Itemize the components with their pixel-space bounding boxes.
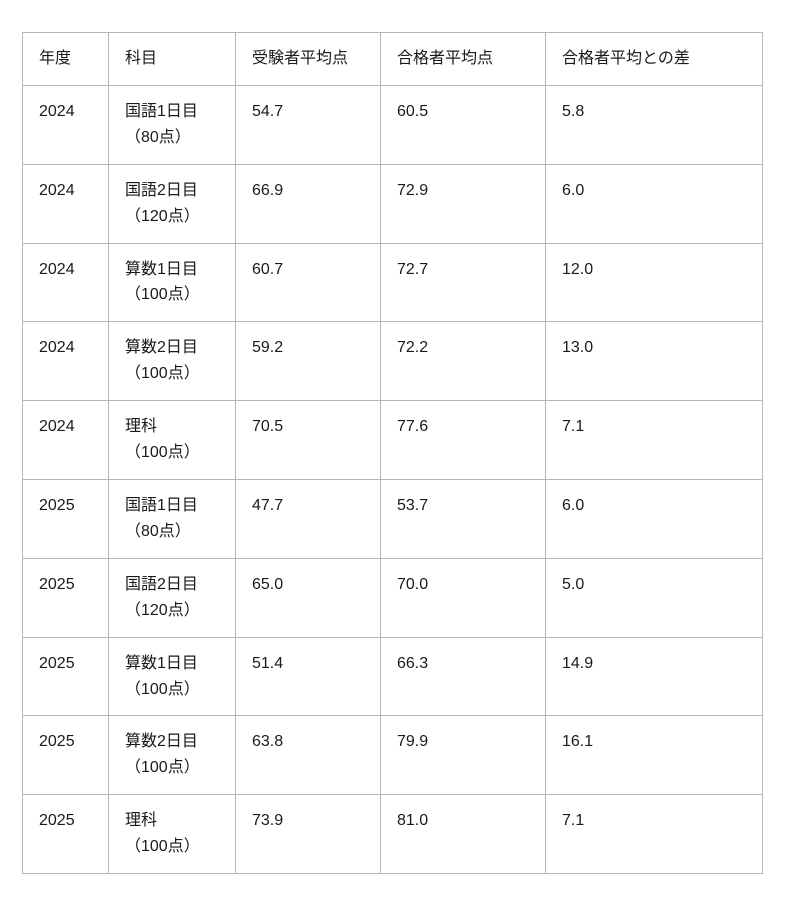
col-header-subject: 科目	[108, 32, 236, 86]
year-cell: 2024	[22, 242, 109, 323]
table-row: 2024 算数1日目 （100点） 60.7 72.7 12.0	[22, 242, 763, 323]
subject-cell: 国語1日目 （80点）	[108, 478, 236, 559]
subject-name: 国語1日目	[125, 102, 198, 120]
subject-name: 算数1日目	[125, 260, 198, 278]
diff-cell: 6.0	[545, 163, 763, 244]
subject-cell: 国語1日目 （80点）	[108, 84, 236, 165]
subject-cell: 理科 （100点）	[108, 794, 236, 875]
table-row: 2025 算数2日目 （100点） 63.8 79.9 16.1	[22, 715, 763, 796]
subject-max-score: （100点）	[125, 680, 200, 698]
subject-max-score: （80点）	[125, 128, 191, 146]
subject-cell: 国語2日目 （120点）	[108, 557, 236, 638]
diff-cell: 5.8	[545, 84, 763, 165]
subject-name: 算数2日目	[125, 339, 198, 357]
diff-cell: 6.0	[545, 478, 763, 559]
year-cell: 2025	[22, 636, 109, 717]
subject-cell: 理科 （100点）	[108, 400, 236, 480]
subject-cell: 算数1日目 （100点）	[108, 242, 236, 323]
examinee-avg-cell: 65.0	[235, 557, 381, 638]
header-row: 年度 科目 受験者平均点 合格者平均点 合格者平均との差	[22, 32, 763, 86]
table-row: 2024 国語1日目 （80点） 54.7 60.5 5.8	[22, 84, 763, 165]
year-cell: 2025	[22, 478, 109, 559]
subject-name: 理科	[125, 418, 158, 436]
subject-max-score: （80点）	[125, 522, 191, 540]
examinee-avg-cell: 63.8	[235, 715, 381, 796]
subject-max-score: （100点）	[125, 759, 200, 777]
examinee-avg-cell: 60.7	[235, 242, 381, 323]
passer-avg-cell: 60.5	[380, 84, 546, 165]
subject-cell: 国語2日目 （120点）	[108, 163, 236, 244]
table-row: 2025 理科 （100点） 73.9 81.0 7.1	[22, 794, 763, 875]
table-row: 2025 国語1日目 （80点） 47.7 53.7 6.0	[22, 478, 763, 559]
col-header-passer-avg: 合格者平均点	[380, 32, 546, 86]
subject-max-score: （100点）	[125, 286, 200, 304]
passer-avg-cell: 72.7	[380, 242, 546, 323]
examinee-avg-cell: 73.9	[235, 794, 381, 875]
examinee-avg-cell: 70.5	[235, 400, 381, 480]
subject-cell: 算数2日目 （100点）	[108, 321, 236, 402]
subject-name: 理科	[125, 812, 158, 830]
year-cell: 2024	[22, 400, 109, 480]
table-row: 2024 理科 （100点） 70.5 77.6 7.1	[22, 400, 763, 480]
diff-cell: 16.1	[545, 715, 763, 796]
col-header-diff: 合格者平均との差	[545, 32, 763, 86]
table-row: 2025 算数1日目 （100点） 51.4 66.3 14.9	[22, 636, 763, 717]
table-row: 2024 国語2日目 （120点） 66.9 72.9 6.0	[22, 163, 763, 244]
year-cell: 2025	[22, 557, 109, 638]
examinee-avg-cell: 66.9	[235, 163, 381, 244]
subject-cell: 算数1日目 （100点）	[108, 636, 236, 717]
col-header-examinee-avg: 受験者平均点	[235, 32, 381, 86]
diff-cell: 7.1	[545, 794, 763, 875]
table-row: 2025 国語2日目 （120点） 65.0 70.0 5.0	[22, 557, 763, 638]
diff-cell: 12.0	[545, 242, 763, 323]
diff-cell: 5.0	[545, 557, 763, 638]
passer-avg-cell: 72.9	[380, 163, 546, 244]
subject-max-score: （120点）	[125, 207, 200, 225]
passer-avg-cell: 81.0	[380, 794, 546, 875]
exam-score-table: 年度 科目 受験者平均点 合格者平均点 合格者平均との差 2024 国語1日目 （8…	[22, 32, 763, 875]
year-cell: 2025	[22, 715, 109, 796]
table-body: 2024 国語1日目 （80点） 54.7 60.5 5.8 2024 国語2日目 （120点）…	[22, 84, 763, 875]
subject-max-score: （120点）	[125, 601, 200, 619]
diff-cell: 13.0	[545, 321, 763, 402]
passer-avg-cell: 72.2	[380, 321, 546, 402]
year-cell: 2024	[22, 84, 109, 165]
subject-name: 算数1日目	[125, 654, 198, 672]
year-cell: 2024	[22, 321, 109, 402]
subject-cell: 算数2日目 （100点）	[108, 715, 236, 796]
passer-avg-cell: 79.9	[380, 715, 546, 796]
year-cell: 2024	[22, 163, 109, 244]
subject-name: 国語1日目	[125, 496, 198, 514]
subject-name: 算数2日目	[125, 733, 198, 751]
passer-avg-cell: 66.3	[380, 636, 546, 717]
passer-avg-cell: 53.7	[380, 478, 546, 559]
subject-max-score: （100点）	[125, 444, 200, 462]
diff-cell: 14.9	[545, 636, 763, 717]
diff-cell: 7.1	[545, 400, 763, 480]
year-cell: 2025	[22, 794, 109, 875]
subject-name: 国語2日目	[125, 575, 198, 593]
subject-max-score: （100点）	[125, 838, 200, 856]
passer-avg-cell: 70.0	[380, 557, 546, 638]
passer-avg-cell: 77.6	[380, 400, 546, 480]
subject-max-score: （100点）	[125, 365, 200, 383]
col-header-year: 年度	[22, 32, 109, 86]
examinee-avg-cell: 47.7	[235, 478, 381, 559]
examinee-avg-cell: 51.4	[235, 636, 381, 717]
examinee-avg-cell: 54.7	[235, 84, 381, 165]
subject-name: 国語2日目	[125, 181, 198, 199]
table-row: 2024 算数2日目 （100点） 59.2 72.2 13.0	[22, 321, 763, 402]
examinee-avg-cell: 59.2	[235, 321, 381, 402]
